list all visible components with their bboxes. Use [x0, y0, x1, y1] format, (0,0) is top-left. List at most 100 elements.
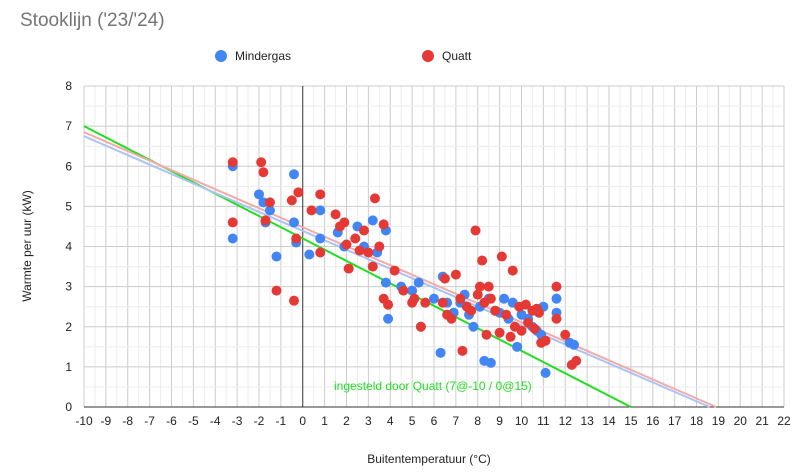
- data-point-mindergas: [413, 277, 424, 288]
- data-point-quatt: [466, 305, 477, 316]
- x-tick-label: 4: [387, 414, 394, 428]
- data-point-quatt: [534, 307, 544, 318]
- data-point-mindergas: [315, 233, 326, 244]
- axes: -10 -9 -8 -7 -6 -5 -4 -3 -2 -1 0 1 2 3 4 5 6 7 8 9 10 11 12 13 1…: [65, 79, 791, 428]
- data-point-mindergas: [468, 321, 479, 332]
- data-point-quatt: [271, 285, 282, 296]
- data-point-quatt: [560, 329, 571, 340]
- x-tick-label: 7: [453, 414, 460, 428]
- data-point-mindergas: [264, 205, 275, 216]
- data-point-quatt: [363, 247, 374, 258]
- data-point-quatt: [505, 331, 516, 342]
- data-point-quatt: [490, 305, 501, 316]
- data-point-mindergas: [485, 357, 496, 368]
- data-point-mindergas: [289, 217, 299, 228]
- x-tick-label: 18: [690, 414, 704, 428]
- data-point-quatt: [286, 195, 297, 206]
- data-point-quatt: [483, 281, 494, 292]
- y-tick-label: 5: [65, 199, 72, 213]
- data-point-quatt: [540, 335, 551, 346]
- x-tick-label: -6: [166, 414, 177, 428]
- data-point-quatt: [409, 293, 420, 304]
- x-tick-label: 11: [537, 414, 550, 428]
- data-point-mindergas: [304, 249, 315, 260]
- data-point-quatt: [571, 355, 582, 366]
- legend: Mindergas Quatt: [215, 49, 472, 63]
- data-point-quatt: [383, 299, 394, 310]
- data-point-quatt: [446, 313, 457, 324]
- data-point-mindergas: [367, 215, 378, 226]
- data-point-quatt: [389, 265, 400, 276]
- x-tick-label: -10: [75, 414, 93, 428]
- y-tick-label: 0: [65, 400, 72, 414]
- data-point-quatt: [260, 215, 271, 226]
- data-point-quatt: [315, 247, 326, 258]
- data-point-quatt: [520, 299, 531, 310]
- data-point-quatt: [494, 327, 505, 338]
- data-point-quatt: [293, 187, 304, 198]
- data-point-quatt: [339, 217, 350, 228]
- trend-line: [83, 131, 717, 408]
- data-point-quatt: [258, 167, 269, 178]
- data-point-mindergas: [227, 233, 238, 244]
- data-point-quatt: [289, 295, 299, 306]
- data-point-quatt: [551, 281, 562, 292]
- data-point-quatt: [472, 289, 483, 300]
- data-point-quatt: [330, 209, 341, 220]
- data-point-quatt: [477, 255, 488, 266]
- grid: [83, 85, 785, 407]
- data-point-mindergas: [512, 341, 523, 352]
- x-tick-label: 3: [365, 414, 372, 428]
- data-point-quatt: [378, 219, 389, 230]
- data-point-quatt: [474, 281, 485, 292]
- data-point-quatt: [501, 309, 512, 320]
- y-tick-label: 8: [65, 79, 72, 93]
- data-point-mindergas: [429, 293, 439, 304]
- x-tick-label: 15: [624, 414, 638, 428]
- data-point-quatt: [516, 325, 527, 336]
- data-point-quatt: [256, 157, 267, 168]
- data-point-quatt: [227, 217, 238, 228]
- data-point-quatt: [341, 239, 352, 250]
- x-tick-label: 14: [602, 414, 616, 428]
- y-tick-label: 1: [65, 360, 72, 374]
- y-axis-title: Warmte per uur (kW): [20, 190, 34, 302]
- legend-marker-quatt: [422, 50, 434, 62]
- x-tick-label: 9: [496, 414, 503, 428]
- data-point-quatt: [415, 321, 426, 332]
- data-point-mindergas: [407, 285, 418, 296]
- x-tick-label: -8: [122, 414, 133, 428]
- data-point-mindergas: [435, 347, 446, 358]
- x-tick-label: 12: [559, 414, 573, 428]
- data-point-quatt: [264, 197, 275, 208]
- data-points: [227, 157, 582, 378]
- x-tick-label: 2: [343, 414, 350, 428]
- x-tick-label: 21: [755, 414, 769, 428]
- data-point-quatt: [455, 293, 466, 304]
- y-tick-label: 7: [65, 119, 72, 133]
- data-point-quatt: [481, 329, 492, 340]
- data-point-mindergas: [289, 169, 299, 180]
- x-tick-label: 20: [734, 414, 748, 428]
- legend-marker-mindergas: [215, 50, 227, 62]
- data-point-mindergas: [540, 367, 551, 378]
- data-point-mindergas: [551, 293, 562, 304]
- data-point-quatt: [457, 345, 468, 356]
- data-point-quatt: [374, 241, 385, 252]
- x-tick-label: 8: [474, 414, 481, 428]
- x-tick-label: 17: [668, 414, 682, 428]
- data-point-quatt: [529, 323, 540, 334]
- data-point-mindergas: [380, 277, 391, 288]
- data-point-quatt: [369, 193, 380, 204]
- data-point-quatt: [523, 317, 534, 328]
- x-tick-label: -4: [210, 414, 221, 428]
- x-axis-title: Buitentemperatuur (°C): [367, 452, 491, 466]
- legend-label-quatt: Quatt: [442, 49, 472, 63]
- data-point-quatt: [350, 233, 361, 244]
- y-tick-label: 3: [65, 280, 72, 294]
- data-point-quatt: [343, 263, 354, 274]
- data-point-quatt: [551, 313, 562, 324]
- x-tick-label: -3: [232, 414, 243, 428]
- x-tick-label: 13: [580, 414, 594, 428]
- data-point-mindergas: [271, 251, 282, 262]
